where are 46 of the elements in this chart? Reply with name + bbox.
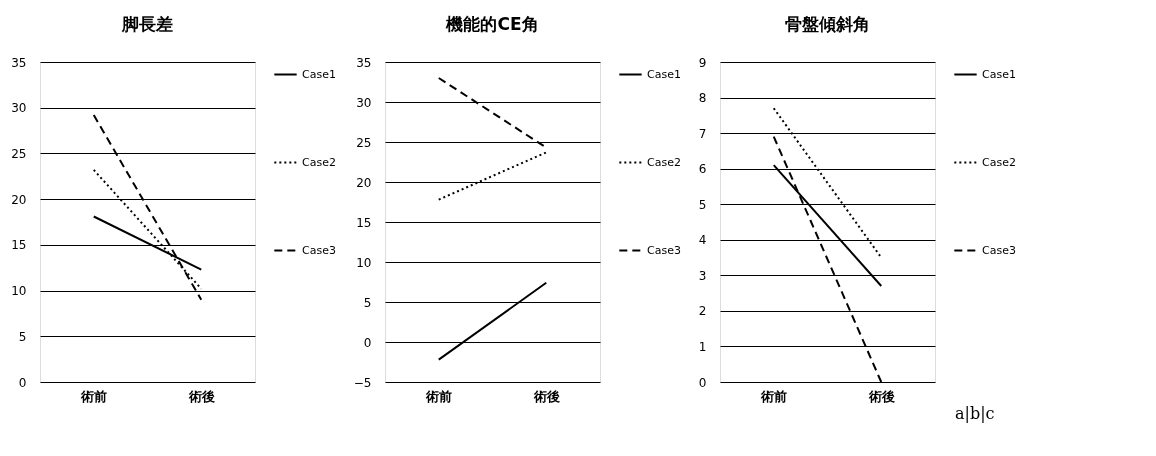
y-tick-label: 4 [698, 233, 707, 248]
x-tick-label: 術後 [867, 388, 895, 404]
y-tick-label: 25 [11, 146, 27, 161]
y-tick-label: 5 [363, 295, 372, 310]
x-tick-label: 術前 [425, 388, 453, 404]
legend-label: Case2 [302, 155, 336, 169]
x-tick-label: 術前 [80, 388, 108, 404]
y-tick-label: 30 [11, 101, 27, 116]
legend-label: Case1 [982, 67, 1016, 81]
y-tick-label: 5 [18, 329, 27, 344]
y-tick-label: 35 [356, 55, 372, 70]
y-tick-label: 7 [698, 126, 707, 141]
legend-label: Case3 [647, 243, 681, 257]
chart-title: 機能的CE角 [445, 14, 539, 34]
y-tick-label: 0 [363, 335, 372, 350]
legend-label: Case2 [647, 155, 681, 169]
legend-label: Case1 [302, 67, 336, 81]
y-tick-label: 20 [11, 192, 27, 207]
y-tick-label: 9 [698, 55, 707, 70]
legend-label: Case3 [982, 243, 1016, 257]
legend-label: Case1 [647, 67, 681, 81]
y-tick-label: 5 [698, 197, 707, 212]
y-tick-label: 30 [356, 95, 372, 110]
y-tick-label: 0 [698, 375, 707, 390]
y-tick-label: 1 [698, 339, 707, 354]
legend-label: Case3 [302, 243, 336, 257]
x-tick-label: 術前 [760, 388, 788, 404]
chart-title: 骨盤傾斜角 [785, 14, 870, 34]
chart-title: 脚長差 [121, 14, 173, 34]
y-tick-label: 2 [698, 304, 707, 319]
x-tick-label: 術後 [187, 388, 215, 404]
x-tick-label: 術後 [532, 388, 560, 404]
y-tick-label: 25 [356, 135, 372, 150]
y-tick-label: 10 [356, 255, 372, 270]
y-tick-label: 20 [356, 175, 372, 190]
y-tick-label: 15 [11, 238, 27, 253]
y-tick-label: 15 [356, 215, 372, 230]
y-tick-label: −5 [353, 375, 372, 390]
legend-label: Case2 [982, 155, 1016, 169]
y-tick-label: 3 [698, 268, 707, 283]
y-tick-label: 10 [11, 284, 27, 299]
y-tick-label: 35 [11, 55, 27, 70]
y-tick-label: 6 [698, 162, 707, 177]
text: a|b|c [955, 404, 995, 423]
y-tick-label: 8 [698, 91, 707, 106]
y-tick-label: 0 [18, 375, 27, 390]
